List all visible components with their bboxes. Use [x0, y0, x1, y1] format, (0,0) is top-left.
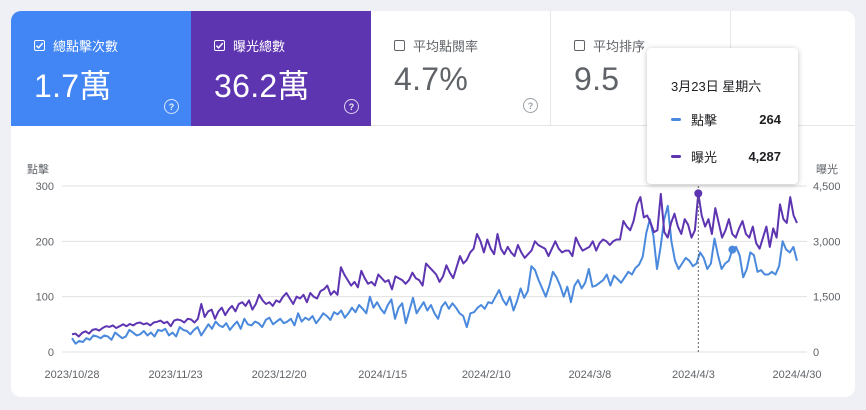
tile-header: 平均排序: [574, 36, 645, 55]
tile-value: 9.5: [574, 61, 620, 97]
tile-label: 總點擊次數: [53, 39, 119, 54]
tile-value: 1.7萬: [34, 68, 112, 104]
left-axis-tick-label: 100: [36, 292, 54, 304]
help-icon[interactable]: ?: [523, 98, 538, 113]
series-line-clicks: [71, 204, 798, 345]
left-axis-tick-label: 200: [36, 236, 54, 248]
tooltip-label: 點擊: [691, 113, 718, 128]
series-line-impressions: [71, 192, 798, 338]
tooltip-value: 4,287: [748, 149, 781, 164]
left-axis-tick-label: 0: [48, 347, 54, 359]
tile-total-impressions[interactable]: 曝光總數 36.2萬 ?: [191, 11, 371, 126]
tile-header: 總點擊次數: [34, 36, 118, 55]
tile-total-clicks[interactable]: 總點擊次數 1.7萬 ?: [11, 11, 191, 126]
x-axis-tick-label: 2024/2/10: [462, 369, 511, 381]
tile-value: 36.2萬: [214, 68, 310, 104]
tile-average-ctr[interactable]: 平均點閱率 4.7% ?: [371, 11, 551, 126]
x-axis-tick-label: 2023/11/23: [148, 369, 202, 381]
chart-svg: 0 0 100 1,500 200 3,000 300 4,500 點擊 曝光 2023/10/28…: [27, 162, 841, 381]
performance-chart[interactable]: 0 0 100 1,500 200 3,000 300 4,500 點擊 曝光 2023/10/28…: [11, 141, 855, 397]
tile-header: 曝光總數: [214, 36, 285, 55]
tooltip-label: 曝光: [691, 150, 718, 165]
right-axis-tick-label: 3,000: [813, 236, 841, 248]
checkbox-unchecked-icon[interactable]: [394, 40, 405, 51]
tooltip-row-clicks: 點擊 264: [671, 110, 781, 129]
tile-value: 4.7%: [394, 61, 469, 97]
hover-point-impressions: [694, 189, 703, 198]
help-icon[interactable]: ?: [164, 99, 179, 114]
help-icon[interactable]: ?: [344, 99, 359, 114]
x-axis-tick-label: 2024/4/3: [672, 369, 715, 381]
x-axis-tick-label: 2023/10/28: [44, 369, 99, 381]
right-axis-tick-label: 4,500: [813, 181, 841, 193]
x-axis-tick-label: 2023/12/20: [252, 369, 307, 381]
series-swatch-icon: [671, 155, 681, 158]
tile-header: 平均點閱率: [394, 36, 478, 55]
checkbox-checked-icon[interactable]: [214, 40, 225, 51]
checkbox-checked-icon[interactable]: [34, 40, 45, 51]
tooltip-date: 3月23日 星期六: [671, 79, 762, 94]
chart-tooltip: 3月23日 星期六 點擊 264 曝光 4,287: [647, 48, 798, 184]
x-axis-tick-label: 2024/3/8: [568, 369, 611, 381]
performance-card: 總點擊次數 1.7萬 ? 曝光總數 36.2萬 ? 平均點閱率 4.7% ? 平…: [11, 11, 855, 397]
tile-label: 平均排序: [593, 39, 646, 54]
right-axis-tick-label: 1,500: [813, 292, 841, 304]
tooltip-value: 264: [759, 112, 781, 127]
tile-label: 平均點閱率: [413, 39, 479, 54]
hover-point-clicks: [728, 245, 737, 254]
tooltip-row-impressions: 曝光 4,287: [671, 147, 781, 166]
right-axis-title: 曝光: [816, 162, 838, 176]
right-axis-tick-label: 0: [813, 347, 819, 359]
left-axis-tick-label: 300: [36, 181, 54, 193]
x-axis-tick-label: 2024/1/15: [358, 369, 407, 381]
checkbox-unchecked-icon[interactable]: [574, 40, 585, 51]
series-swatch-icon: [671, 118, 681, 121]
left-axis-title: 點擊: [27, 162, 49, 176]
tile-label: 曝光總數: [233, 39, 286, 54]
x-axis-tick-label: 2024/4/30: [773, 369, 822, 381]
